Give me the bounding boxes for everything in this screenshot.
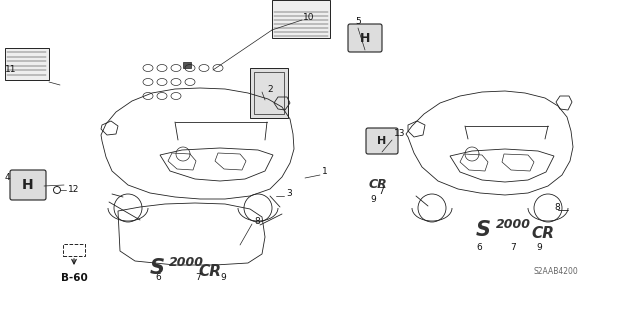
Text: 5: 5	[355, 18, 361, 26]
Text: 6: 6	[155, 273, 161, 283]
Text: 10: 10	[303, 13, 314, 23]
Text: 9: 9	[370, 196, 376, 204]
Text: 4: 4	[5, 173, 11, 182]
FancyBboxPatch shape	[5, 48, 49, 80]
Text: 7: 7	[378, 188, 384, 197]
Text: CR: CR	[369, 179, 387, 191]
Text: 7: 7	[195, 273, 201, 283]
Text: 6: 6	[476, 243, 482, 253]
Text: H: H	[22, 178, 34, 192]
FancyBboxPatch shape	[250, 68, 288, 118]
Text: S2AAB4200: S2AAB4200	[534, 268, 579, 277]
FancyBboxPatch shape	[183, 62, 191, 68]
Text: 8: 8	[254, 218, 260, 226]
Text: 7: 7	[510, 243, 516, 253]
Text: 2: 2	[267, 85, 273, 94]
Text: 8: 8	[554, 204, 560, 212]
Text: S: S	[150, 258, 164, 278]
Text: 1: 1	[322, 167, 328, 176]
Text: 2000: 2000	[168, 256, 204, 269]
FancyBboxPatch shape	[366, 128, 398, 154]
FancyBboxPatch shape	[10, 170, 46, 200]
Text: CR: CR	[531, 226, 554, 241]
Text: CR: CR	[198, 263, 221, 278]
Text: 3: 3	[286, 189, 292, 198]
Text: 2000: 2000	[495, 218, 531, 231]
Text: B-60: B-60	[61, 273, 88, 283]
FancyBboxPatch shape	[272, 0, 330, 38]
Text: 13: 13	[394, 130, 406, 138]
Text: 12: 12	[68, 186, 79, 195]
Text: H: H	[360, 32, 370, 44]
Text: S: S	[476, 220, 490, 240]
FancyBboxPatch shape	[348, 24, 382, 52]
Text: H: H	[378, 136, 387, 146]
Text: 11: 11	[5, 65, 17, 75]
Text: 9: 9	[536, 243, 541, 253]
Text: 9: 9	[220, 273, 226, 283]
